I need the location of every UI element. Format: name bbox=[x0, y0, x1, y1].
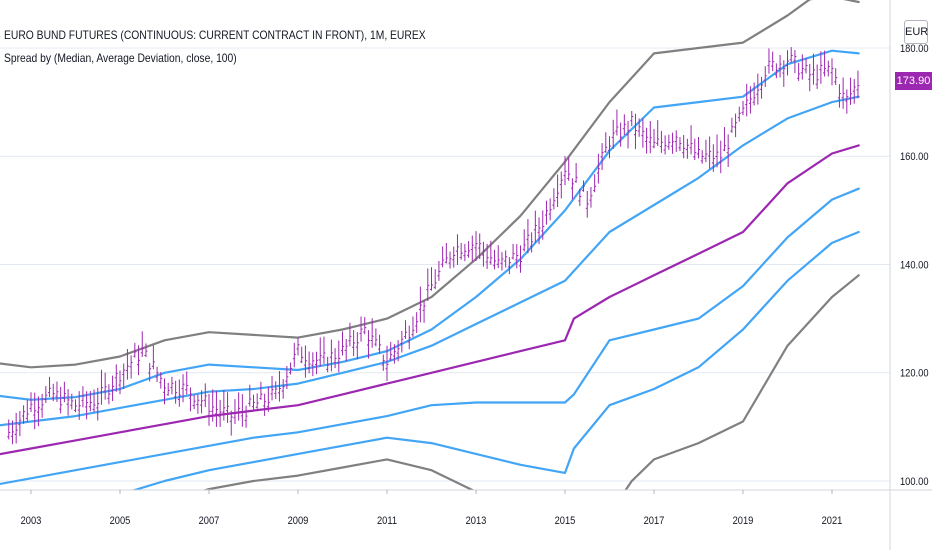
x-tick-label: 2019 bbox=[733, 515, 754, 527]
chart-title[interactable]: EURO BUND FUTURES (CONTINUOUS: CURRENT C… bbox=[4, 28, 426, 42]
price-bars bbox=[7, 47, 860, 445]
last-price-badge: 173.90 bbox=[895, 72, 932, 90]
series-layer bbox=[0, 0, 860, 490]
inner-upper-band-1-line bbox=[0, 95, 860, 427]
currency-button[interactable]: EUR bbox=[904, 20, 928, 44]
x-tick-label: 2003 bbox=[21, 515, 42, 527]
x-tick-label: 2013 bbox=[466, 515, 487, 527]
y-tick-label: 100.00 bbox=[900, 476, 929, 488]
y-tick-label: 180.00 bbox=[900, 43, 929, 55]
x-tick-label: 2005 bbox=[110, 515, 131, 527]
x-tick-label: 2015 bbox=[555, 515, 576, 527]
inner-lower-band-2-line bbox=[131, 230, 860, 490]
grid bbox=[0, 47, 890, 482]
inner-upper-band-2-line bbox=[0, 49, 860, 401]
y-tick-label: 140.00 bbox=[900, 260, 929, 272]
x-tick-label: 2009 bbox=[288, 515, 309, 527]
y-tick-label: 120.00 bbox=[900, 368, 929, 380]
inner-lower-band-1-line bbox=[0, 187, 860, 486]
x-tick-label: 2007 bbox=[199, 515, 220, 527]
x-tick-label: 2011 bbox=[377, 515, 397, 527]
outer-lower-band-line bbox=[202, 274, 860, 490]
x-tick-label: 2021 bbox=[822, 515, 843, 527]
y-tick-label: 160.00 bbox=[900, 152, 929, 164]
x-tick-label: 2017 bbox=[644, 515, 665, 527]
median-line bbox=[0, 144, 860, 456]
indicator-legend[interactable]: Spread by (Median, Average Deviation, cl… bbox=[4, 51, 237, 65]
